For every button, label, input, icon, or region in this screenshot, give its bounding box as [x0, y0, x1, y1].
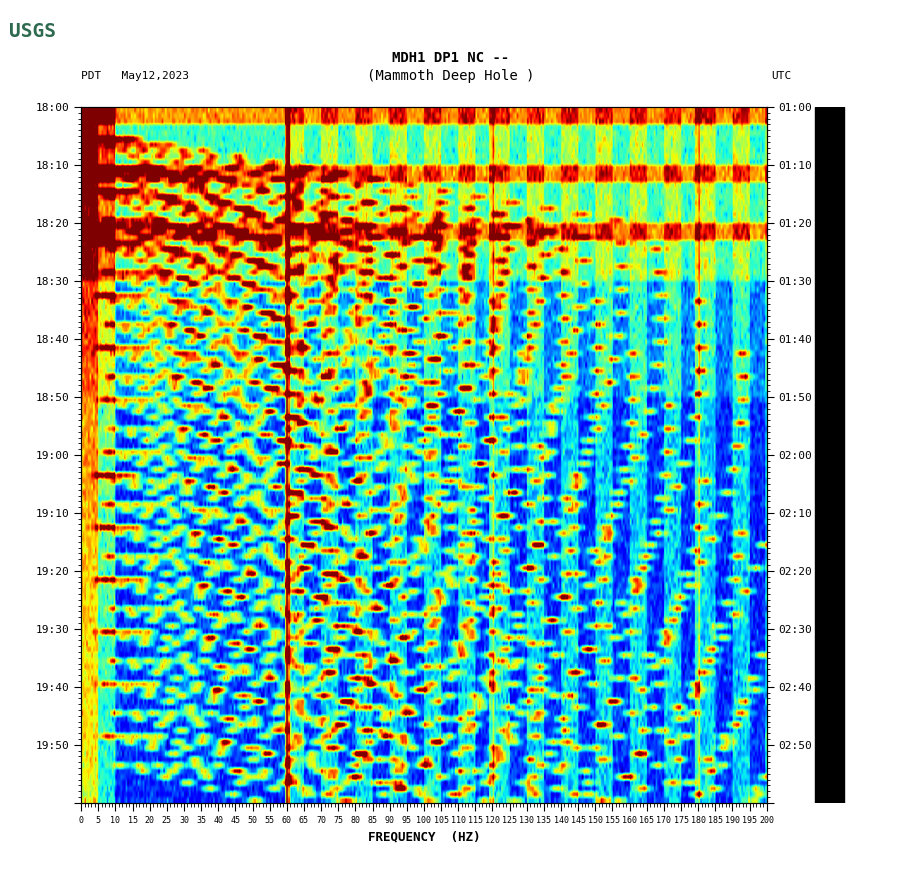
X-axis label: FREQUENCY  (HZ): FREQUENCY (HZ)	[368, 830, 480, 844]
Text: PDT   May12,2023: PDT May12,2023	[81, 70, 189, 81]
Text: MDH1 DP1 NC --: MDH1 DP1 NC --	[392, 51, 510, 65]
Text: (Mammoth Deep Hole ): (Mammoth Deep Hole )	[367, 69, 535, 83]
Bar	[815, 107, 844, 803]
Text: USGS: USGS	[9, 22, 56, 41]
Text: UTC: UTC	[771, 70, 791, 81]
